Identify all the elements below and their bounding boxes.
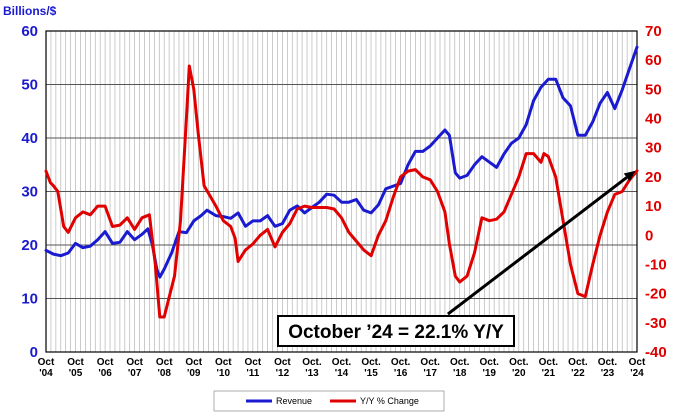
x-tick-label-year: '23 <box>601 368 615 379</box>
left-tick-label: 0 <box>30 344 38 361</box>
x-tick-label-month: Oct <box>185 357 202 368</box>
legend-label: Revenue <box>276 396 312 406</box>
x-tick-label-year: '24 <box>630 368 644 379</box>
right-tick-label: -20 <box>645 286 667 303</box>
x-tick-label-month: Oct. <box>391 357 411 368</box>
x-tick-label-month: Oct. <box>480 357 500 368</box>
legend: Revenue Y/Y % Change <box>213 390 445 412</box>
right-tick-label: 40 <box>645 111 662 128</box>
x-tick-label-year: '18 <box>453 368 467 379</box>
x-tick-label-year: '06 <box>98 368 112 379</box>
left-tick-label: 20 <box>21 237 38 254</box>
x-tick-label-year: '21 <box>542 368 556 379</box>
series-line-right <box>44 64 639 319</box>
series-lines <box>44 45 639 319</box>
x-tick-label-year: '15 <box>364 368 378 379</box>
trend-arrow-shaft <box>446 176 628 316</box>
right-tick-label: 30 <box>645 140 662 157</box>
x-axis-ticks: Oct'04Oct'05Oct'06Oct'07Oct'08Oct'09Oct'… <box>38 357 646 379</box>
x-tick-label-year: '19 <box>482 368 496 379</box>
right-tick-label: 50 <box>645 81 662 98</box>
trend-arrow-head <box>623 170 636 182</box>
x-tick-label-month: Oct. <box>361 357 381 368</box>
left-axis-title: Billions/$ <box>3 4 57 18</box>
x-tick-label-year: '12 <box>276 368 290 379</box>
x-tick-label-year: '11 <box>246 368 259 379</box>
x-tick-label-month: Oct. <box>450 357 470 368</box>
x-tick-label-year: '04 <box>39 368 53 379</box>
series-line-left <box>44 45 639 279</box>
x-tick-label-year: '07 <box>128 368 142 379</box>
x-tick-label-year: '14 <box>335 368 349 379</box>
x-tick-label-year: '17 <box>423 368 437 379</box>
right-tick-label: -40 <box>645 344 667 361</box>
x-tick-label-month: Oct. <box>509 357 529 368</box>
x-tick-label-month: Oct. <box>332 357 352 368</box>
x-tick-label-year: '13 <box>305 368 319 379</box>
x-tick-label-month: Oct <box>67 357 84 368</box>
x-tick-label-year: '22 <box>571 368 585 379</box>
trend-arrow <box>446 170 636 316</box>
left-tick-label: 50 <box>21 77 38 94</box>
right-tick-label: 10 <box>645 198 662 215</box>
right-tick-label: 20 <box>645 169 662 186</box>
x-tick-label-year: '05 <box>69 368 83 379</box>
x-tick-label-month: Oct. <box>598 357 618 368</box>
x-tick-label-month: Oct. <box>302 357 322 368</box>
left-axis-ticks: 0 10 20 30 40 50 60 <box>21 23 38 361</box>
left-tick-label: 10 <box>21 291 38 308</box>
x-tick-label-month: Oct <box>156 357 173 368</box>
x-tick-label-month: Oct <box>215 357 232 368</box>
x-tick-label-month: Oct. <box>568 357 588 368</box>
annotation-box: October ’24 = 22.1% Y/Y <box>277 315 515 347</box>
x-tick-label-year: '16 <box>394 368 408 379</box>
x-tick-label-month: Oct <box>274 357 291 368</box>
right-tick-label: -10 <box>645 256 667 273</box>
legend-label: Y/Y % Change <box>360 396 419 406</box>
x-tick-label-year: '10 <box>217 368 231 379</box>
right-axis-ticks: -40 -30 -20 -10 0 10 20 30 40 50 60 70 <box>645 23 667 361</box>
right-tick-label: -30 <box>645 315 667 332</box>
x-tick-label-month: Oct <box>245 357 262 368</box>
x-tick-label-year: '08 <box>157 368 171 379</box>
left-tick-label: 40 <box>21 130 38 147</box>
legend-frame <box>213 390 445 412</box>
right-tick-label: 60 <box>645 52 662 69</box>
x-tick-label-month: Oct. <box>420 357 440 368</box>
x-tick-label-year: '09 <box>187 368 201 379</box>
x-tick-label-month: Oct. <box>539 357 559 368</box>
x-tick-label-month: Oct <box>126 357 143 368</box>
left-tick-label: 60 <box>21 23 38 40</box>
x-tick-label-year: '20 <box>512 368 526 379</box>
right-tick-label: 70 <box>645 23 662 40</box>
right-tick-label: 0 <box>645 227 653 244</box>
left-tick-label: 30 <box>21 184 38 201</box>
x-tick-label-month: Oct <box>97 357 114 368</box>
x-tick-label-month: Oct <box>38 357 55 368</box>
x-tick-label-month: Oct <box>629 357 646 368</box>
annotation-text: October ’24 = 22.1% Y/Y <box>288 322 504 343</box>
plot-frame <box>45 30 638 353</box>
